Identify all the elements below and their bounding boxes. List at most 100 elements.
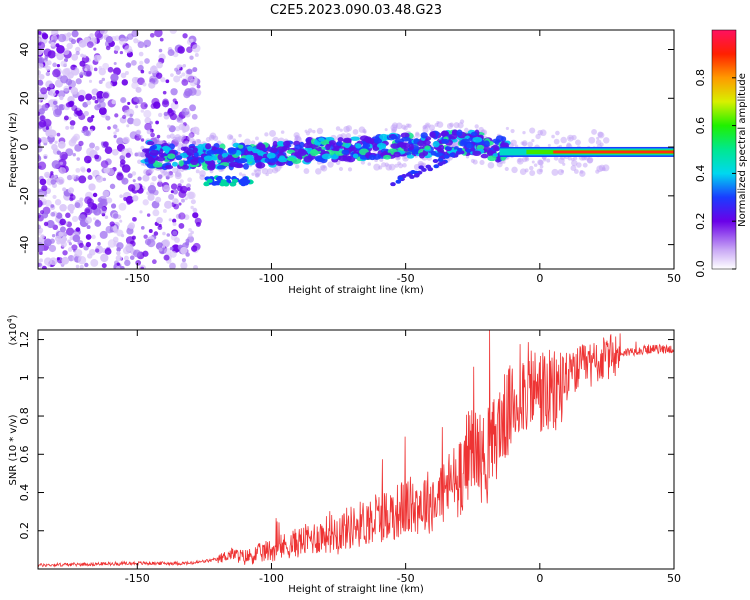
branch-blob: [244, 179, 251, 184]
noise-dot: [89, 33, 94, 38]
noise-dot: [158, 223, 162, 228]
noise-dot: [107, 168, 115, 176]
noise-dot: [84, 196, 92, 204]
noise-dot: [190, 205, 194, 210]
halo-dot: [595, 139, 602, 146]
halo-dot: [402, 163, 407, 168]
noise-dot: [189, 104, 196, 112]
noise-dot: [94, 154, 100, 160]
noise-dot: [58, 231, 64, 237]
band-blob: [368, 154, 376, 161]
noise-dot: [60, 241, 67, 248]
band-blob: [175, 155, 183, 161]
noise-dot: [43, 48, 52, 57]
noise-dot: [102, 62, 110, 70]
noise-dot: [106, 197, 113, 204]
noise-dot: [114, 113, 119, 118]
band-blob: [408, 143, 414, 151]
band-blob: [437, 148, 444, 153]
halo-dot: [524, 168, 529, 173]
noise-dot: [51, 233, 56, 238]
xtick-label: 0: [536, 272, 543, 285]
noise-dot: [187, 177, 193, 183]
noise-dot: [161, 239, 171, 248]
halo-dot: [338, 166, 344, 172]
halo-dot: [562, 162, 566, 166]
ytick-label: 0.8: [18, 407, 31, 425]
band-blob: [214, 148, 224, 155]
tail-blob: [401, 174, 407, 179]
noise-dot: [163, 254, 170, 261]
noise-dot: [56, 150, 62, 155]
noise-dot: [186, 108, 190, 112]
band-blob: [297, 149, 308, 156]
band-blob: [422, 140, 431, 145]
snr-xlabel: Height of straight line (km): [288, 584, 424, 595]
noise-dot: [75, 264, 80, 269]
ytick-label: 0.2: [18, 522, 31, 540]
noise-dot: [95, 219, 100, 224]
noise-dot: [38, 37, 42, 43]
band-blob: [493, 146, 500, 152]
noise-dot: [77, 255, 87, 265]
noise-dot: [105, 225, 114, 234]
noise-dot: [90, 258, 99, 267]
halo-dot: [504, 166, 509, 172]
band-blob: [164, 164, 174, 170]
noise-dot: [122, 136, 130, 144]
noise-dot: [49, 88, 57, 97]
band-blob: [147, 155, 154, 163]
noise-dot: [140, 266, 145, 269]
halo-dot: [137, 159, 142, 165]
noise-dot: [113, 67, 121, 76]
noise-dot: [59, 203, 67, 212]
band-blob: [424, 145, 431, 150]
colorbar-tick-label: 0.2: [694, 212, 707, 230]
noise-dot: [63, 115, 69, 121]
noise-dot: [76, 107, 81, 111]
halo-dot: [280, 130, 285, 134]
colorbar-label: Normalized spectral amplitude: [737, 73, 748, 227]
noise-dot: [46, 86, 51, 91]
noise-dot: [169, 246, 174, 251]
noise-dot: [102, 190, 110, 198]
noise-dot: [71, 105, 78, 112]
noise-dot: [102, 92, 109, 99]
noise-dot: [43, 155, 47, 159]
noise-dot: [119, 50, 124, 55]
noise-dot: [132, 216, 137, 222]
noise-dot: [38, 62, 44, 69]
ytick-label: 0: [18, 144, 31, 151]
noise-dot: [137, 64, 144, 71]
halo-dot: [576, 162, 582, 168]
noise-dot: [168, 125, 176, 133]
noise-dot: [59, 151, 68, 161]
halo-dot: [586, 157, 593, 164]
noise-dot: [119, 219, 123, 223]
noise-dot: [71, 174, 77, 180]
noise-dot: [143, 234, 148, 239]
band-blob: [155, 156, 166, 162]
noise-dot: [162, 90, 167, 95]
band-blob: [178, 160, 184, 167]
noise-dot: [151, 259, 157, 265]
noise-dot: [119, 154, 126, 161]
band-blob: [216, 165, 226, 170]
noise-dot: [61, 256, 70, 265]
halo-dot: [194, 138, 202, 146]
noise-dot: [143, 109, 152, 118]
noise-dot: [140, 226, 145, 230]
noise-dot: [93, 47, 97, 51]
halo-dot: [388, 163, 396, 171]
tail-blob: [437, 157, 444, 162]
noise-dot: [66, 174, 73, 181]
tail-blob: [409, 174, 415, 179]
noise-dot: [131, 171, 137, 176]
noise-dot: [127, 101, 131, 105]
band-blob: [303, 155, 313, 163]
noise-dot: [114, 45, 120, 52]
noise-dot: [119, 194, 123, 198]
band-blob: [237, 157, 248, 164]
noise-dot: [40, 210, 44, 215]
noise-dot: [121, 177, 129, 185]
